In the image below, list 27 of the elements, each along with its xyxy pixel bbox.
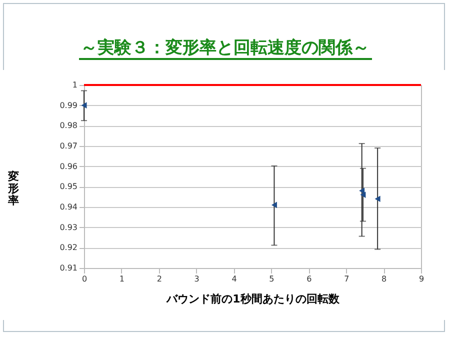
point [360,192,366,198]
x-tick-label: 2 [156,274,162,284]
y-tick-label: 0.95 [60,182,78,192]
point [374,196,380,202]
x-tick-label: 1 [119,274,124,284]
chart-title: ～実験３：変形率と回転速度の関係～ [78,38,372,60]
x-tick-label: 3 [194,274,200,284]
x-tick-label: 6 [306,274,312,284]
x-axis-title: バウンド前の1秒間あたりの回転数 [166,292,340,306]
point [271,202,277,208]
y-tick-label: 0.94 [60,202,78,212]
x-tick-label: 7 [344,274,350,284]
y-tick-label: 0.99 [60,100,78,110]
point [81,102,87,108]
x-tick-label: 9 [418,274,424,284]
y-tick-label: 0.91 [60,264,78,272]
y-tick-label: 0.93 [60,222,78,232]
y-tick-label: 0.96 [60,162,78,171]
y-tick-label: 1 [72,80,78,90]
x-tick-label: 0 [82,274,88,284]
y-tick-label: 0.98 [60,121,78,130]
x-tick-label: 4 [232,274,237,284]
x-tick-label: 8 [382,274,387,284]
y-tick-label: 0.92 [60,243,78,252]
x-tick-label: 5 [269,274,274,284]
y-tick-label: 0.97 [60,142,78,150]
y-axis-title: 変形率 [7,170,20,207]
